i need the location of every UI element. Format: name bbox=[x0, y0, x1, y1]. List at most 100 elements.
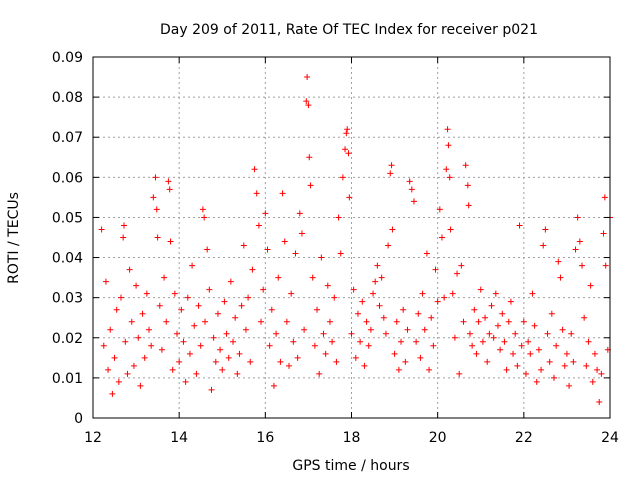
data-point bbox=[230, 338, 237, 345]
data-point bbox=[479, 338, 486, 345]
data-point bbox=[365, 342, 372, 349]
data-point bbox=[469, 342, 476, 349]
data-point bbox=[490, 334, 497, 341]
data-point bbox=[421, 326, 428, 333]
data-point bbox=[499, 310, 506, 317]
data-point bbox=[462, 162, 469, 169]
data-point bbox=[314, 306, 321, 313]
data-point bbox=[505, 318, 512, 325]
data-point bbox=[417, 354, 424, 361]
data-point bbox=[128, 318, 135, 325]
data-point bbox=[197, 342, 204, 349]
data-point bbox=[111, 354, 118, 361]
data-point bbox=[316, 370, 323, 377]
data-point bbox=[596, 398, 603, 405]
data-point bbox=[124, 370, 131, 377]
data-point bbox=[400, 306, 407, 313]
y-tick-label: 0.09 bbox=[52, 50, 83, 66]
data-point bbox=[165, 178, 172, 185]
data-point bbox=[227, 278, 234, 285]
data-point bbox=[486, 330, 493, 337]
data-point bbox=[451, 334, 458, 341]
data-point bbox=[367, 326, 374, 333]
data-point bbox=[436, 206, 443, 213]
data-point bbox=[550, 374, 557, 381]
grid-lines bbox=[93, 57, 610, 418]
data-point bbox=[361, 362, 368, 369]
data-point bbox=[344, 126, 351, 133]
data-point bbox=[292, 250, 299, 257]
data-point bbox=[242, 326, 249, 333]
data-point bbox=[354, 310, 361, 317]
data-point bbox=[527, 350, 534, 357]
data-point bbox=[438, 234, 445, 241]
data-point bbox=[264, 246, 271, 253]
data-point bbox=[167, 238, 174, 245]
data-point bbox=[176, 358, 183, 365]
data-point bbox=[139, 310, 146, 317]
data-point bbox=[298, 230, 305, 237]
data-point bbox=[301, 326, 308, 333]
data-point bbox=[206, 286, 213, 293]
data-point bbox=[305, 102, 312, 109]
data-point bbox=[423, 250, 430, 257]
data-point bbox=[398, 338, 405, 345]
data-point bbox=[105, 366, 112, 373]
data-point bbox=[251, 166, 258, 173]
data-point bbox=[488, 302, 495, 309]
data-point bbox=[193, 370, 200, 377]
data-point bbox=[318, 254, 325, 261]
data-point bbox=[578, 262, 585, 269]
data-point bbox=[548, 310, 555, 317]
data-point bbox=[255, 222, 262, 229]
data-point bbox=[309, 274, 316, 281]
data-point bbox=[294, 354, 301, 361]
data-point bbox=[460, 318, 467, 325]
data-point bbox=[385, 242, 392, 249]
x-tick-label: 18 bbox=[343, 430, 361, 446]
data-point bbox=[378, 274, 385, 281]
data-point bbox=[546, 358, 553, 365]
data-point bbox=[391, 350, 398, 357]
data-point bbox=[303, 98, 310, 105]
data-point bbox=[428, 314, 435, 321]
data-point bbox=[357, 338, 364, 345]
data-point bbox=[286, 362, 293, 369]
data-point bbox=[260, 286, 267, 293]
data-point bbox=[402, 358, 409, 365]
data-point bbox=[426, 366, 433, 373]
data-point bbox=[333, 358, 340, 365]
data-point bbox=[601, 194, 608, 201]
data-point bbox=[121, 222, 128, 229]
data-point bbox=[507, 298, 514, 305]
data-point bbox=[525, 338, 532, 345]
data-point bbox=[503, 366, 510, 373]
data-point bbox=[516, 222, 523, 229]
data-point bbox=[415, 310, 422, 317]
data-point bbox=[249, 266, 256, 273]
data-point bbox=[449, 290, 456, 297]
y-axis-label: ROTI / TECUs bbox=[6, 192, 22, 284]
data-point bbox=[275, 274, 282, 281]
data-point bbox=[208, 386, 215, 393]
data-point bbox=[339, 174, 346, 181]
data-point bbox=[583, 362, 590, 369]
data-point bbox=[329, 338, 336, 345]
data-point bbox=[464, 182, 471, 189]
x-tick-label: 14 bbox=[170, 430, 188, 446]
data-point bbox=[304, 74, 311, 81]
data-point bbox=[153, 206, 160, 213]
y-tick-label: 0.04 bbox=[52, 251, 83, 267]
data-point bbox=[587, 282, 594, 289]
data-point bbox=[393, 318, 400, 325]
data-point bbox=[482, 314, 489, 321]
tick-labels: 0 0.01 0.02 0.03 0.04 0.05 0.06 0.07 0.08 0.09 12 1… bbox=[52, 50, 619, 446]
data-point bbox=[591, 350, 598, 357]
data-point bbox=[473, 350, 480, 357]
data-point bbox=[141, 354, 148, 361]
data-point bbox=[238, 302, 245, 309]
data-point bbox=[350, 286, 357, 293]
data-point bbox=[540, 242, 547, 249]
data-point bbox=[566, 382, 573, 389]
data-point bbox=[234, 370, 241, 377]
